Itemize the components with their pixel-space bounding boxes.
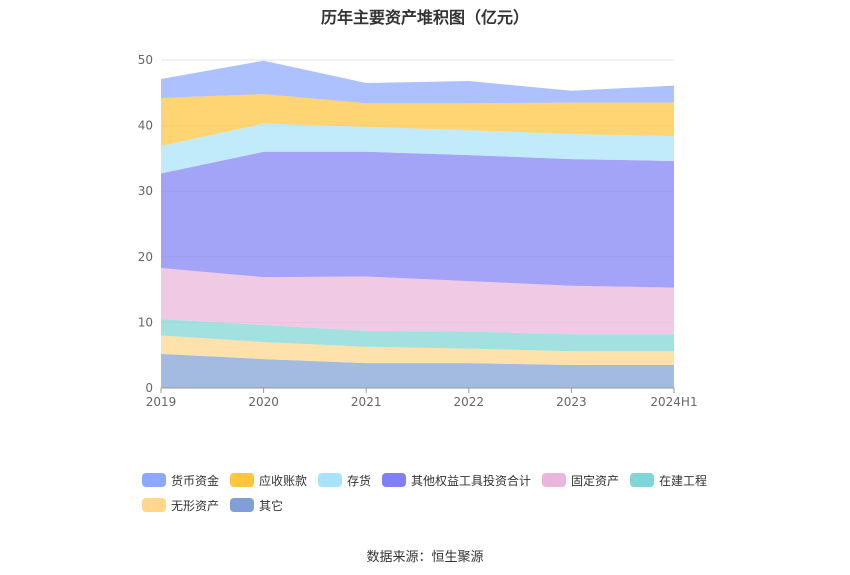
legend-item[interactable]: 其它 bbox=[230, 497, 283, 513]
area-series-存货 bbox=[161, 123, 674, 174]
legend-item[interactable]: 货币资金 bbox=[142, 472, 219, 488]
legend-item[interactable]: 存货 bbox=[318, 472, 371, 488]
source-note: 数据来源：恒生聚源 bbox=[366, 550, 484, 565]
y-tick-label: 20 bbox=[138, 250, 153, 264]
legend-item[interactable]: 无形资产 bbox=[142, 497, 219, 513]
area-series-在建工程 bbox=[161, 319, 674, 352]
legend-label: 其它 bbox=[259, 498, 284, 513]
legend-label: 存货 bbox=[347, 473, 372, 488]
legend-swatch bbox=[142, 498, 166, 512]
legend-label: 在建工程 bbox=[659, 473, 708, 488]
legend-swatch bbox=[142, 473, 166, 487]
y-tick-label: 50 bbox=[138, 53, 153, 67]
legend-label: 应收账款 bbox=[259, 473, 308, 488]
area-series-固定资产 bbox=[161, 268, 674, 335]
legend-swatch bbox=[382, 473, 406, 487]
area-series-应收账款 bbox=[161, 94, 674, 146]
x-tick-label: 2020 bbox=[248, 395, 279, 409]
area-series-其它 bbox=[161, 353, 674, 388]
legend-item[interactable]: 固定资产 bbox=[542, 472, 619, 488]
legend-item[interactable]: 应收账款 bbox=[230, 472, 307, 488]
area-series-货币资金 bbox=[161, 60, 674, 104]
legend-label: 固定资产 bbox=[571, 473, 620, 488]
area-series-其他权益工具投资合计 bbox=[161, 151, 674, 288]
legend-swatch bbox=[230, 498, 254, 512]
legend-swatch bbox=[318, 473, 342, 487]
y-tick-label: 30 bbox=[138, 184, 153, 198]
y-tick-label: 10 bbox=[138, 315, 153, 329]
legend-swatch bbox=[542, 473, 566, 487]
x-tick-label: 2019 bbox=[146, 395, 177, 409]
legend-swatch bbox=[630, 473, 654, 487]
legend-swatch bbox=[230, 473, 254, 487]
legend-label: 无形资产 bbox=[171, 498, 220, 513]
legend-label: 其他权益工具投资合计 bbox=[411, 473, 532, 488]
legend-label: 货币资金 bbox=[171, 473, 220, 488]
legend-item[interactable]: 其他权益工具投资合计 bbox=[382, 472, 531, 488]
x-tick-label: 2022 bbox=[454, 395, 485, 409]
chart-title: 历年主要资产堆积图（亿元） bbox=[320, 8, 529, 27]
x-tick-label: 2021 bbox=[351, 395, 382, 409]
legend-item[interactable]: 在建工程 bbox=[630, 472, 707, 488]
y-tick-label: 0 bbox=[145, 381, 153, 395]
x-tick-label: 2024H1 bbox=[650, 395, 697, 409]
area-series-无形资产 bbox=[161, 335, 674, 365]
x-tick-label: 2023 bbox=[556, 395, 587, 409]
y-tick-label: 40 bbox=[138, 119, 153, 133]
